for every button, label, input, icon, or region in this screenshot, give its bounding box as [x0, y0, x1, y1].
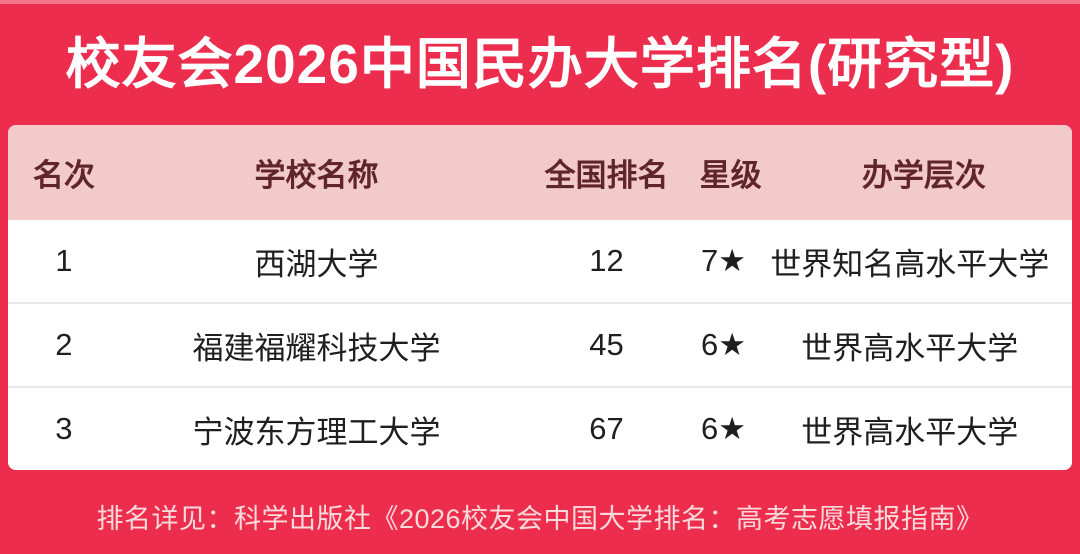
table-row: 1 西湖大学 12 7★ 世界知名高水平大学 — [8, 220, 1072, 302]
page-title: 校友会2026中国民办大学排名(研究型) — [65, 33, 1015, 95]
cell-star-level: 7★ — [700, 243, 747, 278]
cell-national-rank: 45 — [589, 327, 624, 362]
cell-national-rank: 67 — [589, 411, 624, 446]
cell-star-level: 6★ — [700, 411, 747, 446]
cell-school-name: 宁波东方理工大学 — [192, 414, 441, 450]
column-header-rank: 名次 — [32, 158, 95, 193]
column-header-star-level: 星级 — [699, 158, 762, 193]
table-row: 3 宁波东方理工大学 67 6★ 世界高水平大学 — [8, 386, 1072, 470]
cell-edu-level: 世界高水平大学 — [801, 330, 1019, 366]
cell-rank: 2 — [55, 327, 73, 362]
cell-rank: 1 — [55, 243, 73, 278]
cell-national-rank: 12 — [589, 243, 624, 278]
cell-rank: 3 — [55, 411, 73, 446]
ranking-table: 名次 学校名称 全国排名 星级 办学层次 1 西湖大学 12 7★ 世界知名高水… — [8, 125, 1072, 470]
table-row: 2 福建福耀科技大学 45 6★ 世界高水平大学 — [8, 302, 1072, 386]
cell-star-level: 6★ — [700, 327, 747, 362]
cell-edu-level: 世界知名高水平大学 — [770, 246, 1050, 282]
column-header-school-name: 学校名称 — [254, 158, 379, 193]
table-header-row: 名次 学校名称 全国排名 星级 办学层次 — [8, 125, 1072, 220]
column-header-national-rank: 全国排名 — [544, 158, 669, 193]
cell-school-name: 西湖大学 — [254, 246, 379, 282]
column-header-edu-level: 办学层次 — [861, 158, 986, 193]
footer-note: 排名详见：科学出版社《2026校友会中国大学排名：高考志愿填报指南》 — [96, 504, 984, 534]
cell-edu-level: 世界高水平大学 — [801, 414, 1019, 450]
cell-school-name: 福建福耀科技大学 — [192, 330, 441, 366]
